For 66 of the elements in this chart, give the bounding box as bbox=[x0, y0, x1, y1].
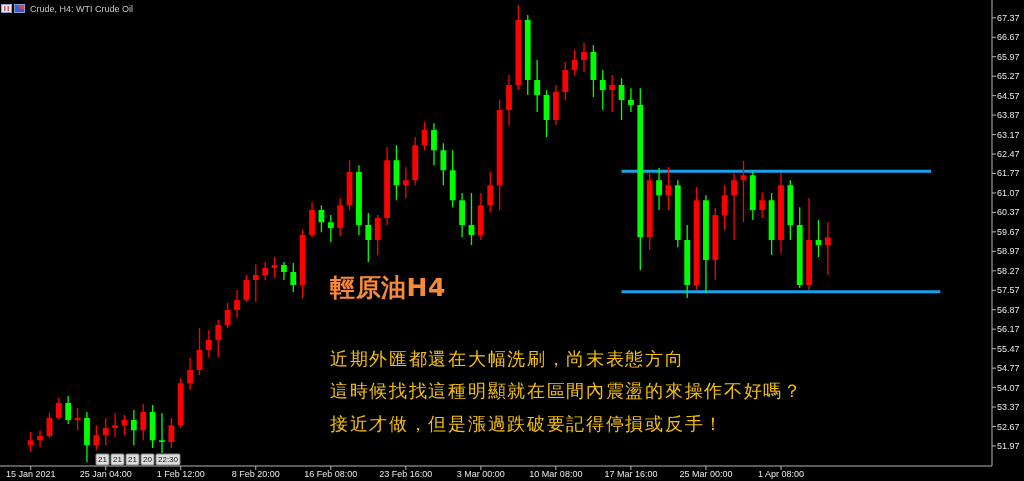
x-tick-label: 23 Feb 16:00 bbox=[379, 469, 433, 479]
candlestick bbox=[459, 192, 466, 238]
y-tick-label: 67.37 bbox=[997, 12, 1020, 23]
y-tick-label: 54.07 bbox=[997, 382, 1020, 393]
x-tick-label: 25 Jan 04:00 bbox=[79, 469, 132, 479]
y-tick-label: 51.97 bbox=[997, 440, 1020, 451]
candlestick bbox=[477, 192, 484, 240]
annotation: 20 bbox=[143, 455, 153, 464]
candlestick bbox=[534, 60, 541, 113]
annotation: 21 bbox=[128, 455, 138, 464]
y-tick-label: 66.67 bbox=[997, 32, 1020, 43]
x-tick-label: 8 Feb 20:00 bbox=[231, 469, 280, 479]
x-tick-label: 17 Mar 16:00 bbox=[604, 469, 658, 479]
candlestick bbox=[205, 330, 212, 358]
candlestick bbox=[234, 290, 240, 319]
x-tick-label: 3 Mar 00:00 bbox=[456, 469, 505, 479]
y-tick-label: 61.07 bbox=[997, 187, 1020, 198]
annotation: 近期外匯都還在大幅洗刷，尚末表態方向 bbox=[330, 348, 685, 369]
annotation: 21 bbox=[98, 455, 108, 464]
candlestick bbox=[731, 172, 737, 240]
annotation: 輕原油H4 bbox=[330, 273, 446, 302]
y-tick-label: 58.97 bbox=[997, 246, 1020, 257]
y-tick-label: 62.47 bbox=[997, 149, 1020, 160]
annotation: 22:30 bbox=[157, 455, 179, 464]
candlestick bbox=[187, 358, 194, 391]
candlestick bbox=[130, 410, 137, 446]
candlestick bbox=[84, 412, 90, 463]
y-tick-label: 57.57 bbox=[997, 285, 1020, 296]
x-tick-label: 10 Mar 08:00 bbox=[529, 469, 583, 479]
annotation: 這時候找找這種明顯就在區間內震盪的來操作不好嗎？ bbox=[330, 380, 803, 401]
x-tick-label: 1 Feb 12:00 bbox=[156, 469, 205, 479]
x-tick-label: 25 Mar 00:00 bbox=[679, 469, 733, 479]
candlestick bbox=[778, 172, 784, 254]
y-tick-label: 63.17 bbox=[997, 129, 1020, 140]
candlestick bbox=[431, 123, 437, 166]
x-tick-label: 1 Apr 08:00 bbox=[757, 469, 804, 479]
candlestick bbox=[824, 222, 831, 275]
candlestick bbox=[806, 197, 813, 290]
y-tick-label: 61.77 bbox=[997, 168, 1020, 179]
y-tick-label: 63.87 bbox=[997, 110, 1020, 121]
y-tick-label: 53.37 bbox=[997, 402, 1020, 413]
y-tick-label: 59.67 bbox=[997, 226, 1020, 237]
annotation: 21 bbox=[113, 455, 123, 464]
candlestick bbox=[506, 75, 512, 126]
y-tick-label: 65.27 bbox=[997, 71, 1020, 82]
text: Crude, H4: WTI Crude Oil bbox=[30, 4, 134, 14]
candlestick bbox=[112, 412, 118, 438]
candlestick bbox=[581, 43, 587, 73]
candlestick bbox=[37, 430, 43, 448]
x-tick-label: 16 Feb 08:00 bbox=[304, 469, 358, 479]
candlestick bbox=[628, 88, 634, 113]
candlestick bbox=[281, 261, 287, 280]
candlestick bbox=[656, 167, 662, 210]
x-tick-label: 15 Jan 2021 bbox=[5, 469, 56, 479]
candlestick bbox=[703, 195, 709, 294]
y-tick-label: 64.57 bbox=[997, 90, 1020, 101]
y-tick-label: 56.87 bbox=[997, 304, 1020, 315]
y-tick-label: 54.77 bbox=[997, 363, 1020, 374]
y-tick-label: 60.37 bbox=[997, 207, 1020, 218]
y-tick-label: 55.47 bbox=[997, 343, 1020, 354]
y-tick-label: 52.67 bbox=[997, 421, 1020, 432]
candlestick bbox=[159, 412, 165, 453]
y-tick-label: 56.17 bbox=[997, 324, 1020, 335]
y-tick-label: 65.97 bbox=[997, 51, 1020, 62]
annotation: 接近才做，但是漲過跌破要記得停損或反手！ bbox=[330, 413, 724, 434]
y-tick-label: 58.27 bbox=[997, 265, 1020, 276]
